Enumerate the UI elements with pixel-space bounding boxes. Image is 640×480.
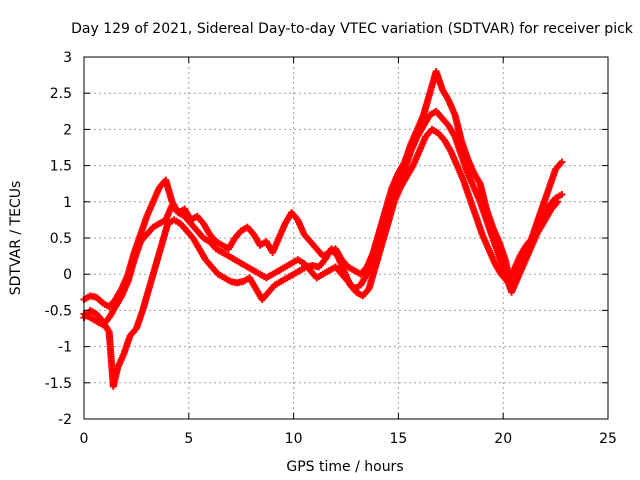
y-tick-label: 1.5 [50, 159, 72, 175]
x-tick-label: 15 [389, 431, 407, 447]
plot-area [80, 67, 566, 390]
x-tick-label: 25 [599, 431, 617, 447]
y-tick-label: 0 [63, 267, 72, 283]
axis-ticks: 0 5 10 15 20 25 -2 -1.5 -1 -0.5 0 0.5 1 1.5 2 2.5 3 [45, 50, 617, 447]
y-tick-label: 0.5 [50, 231, 72, 247]
data-point [554, 198, 562, 206]
y-tick-label: 2.5 [50, 86, 72, 102]
x-tick-label: 20 [494, 431, 512, 447]
x-tick-label: 0 [80, 431, 89, 447]
y-tick-label: -1 [58, 340, 72, 356]
x-axis-label: GPS time / hours [286, 459, 403, 475]
y-tick-label: -2 [58, 412, 72, 428]
y-tick-label: 1 [63, 195, 72, 211]
chart-title: Day 129 of 2021, Sidereal Day-to-day VTE… [71, 21, 634, 37]
x-tick-label: 10 [285, 431, 303, 447]
y-tick-label: 2 [63, 122, 72, 138]
data-point [558, 191, 566, 199]
data-series-track-3 [80, 125, 562, 390]
y-axis-label: SDTVAR / TECUs [8, 181, 24, 296]
y-tick-label: -1.5 [45, 376, 72, 392]
y-tick-label: -0.5 [45, 303, 72, 319]
y-tick-label: 3 [63, 50, 72, 66]
data-point [558, 158, 566, 166]
x-tick-label: 5 [184, 431, 193, 447]
